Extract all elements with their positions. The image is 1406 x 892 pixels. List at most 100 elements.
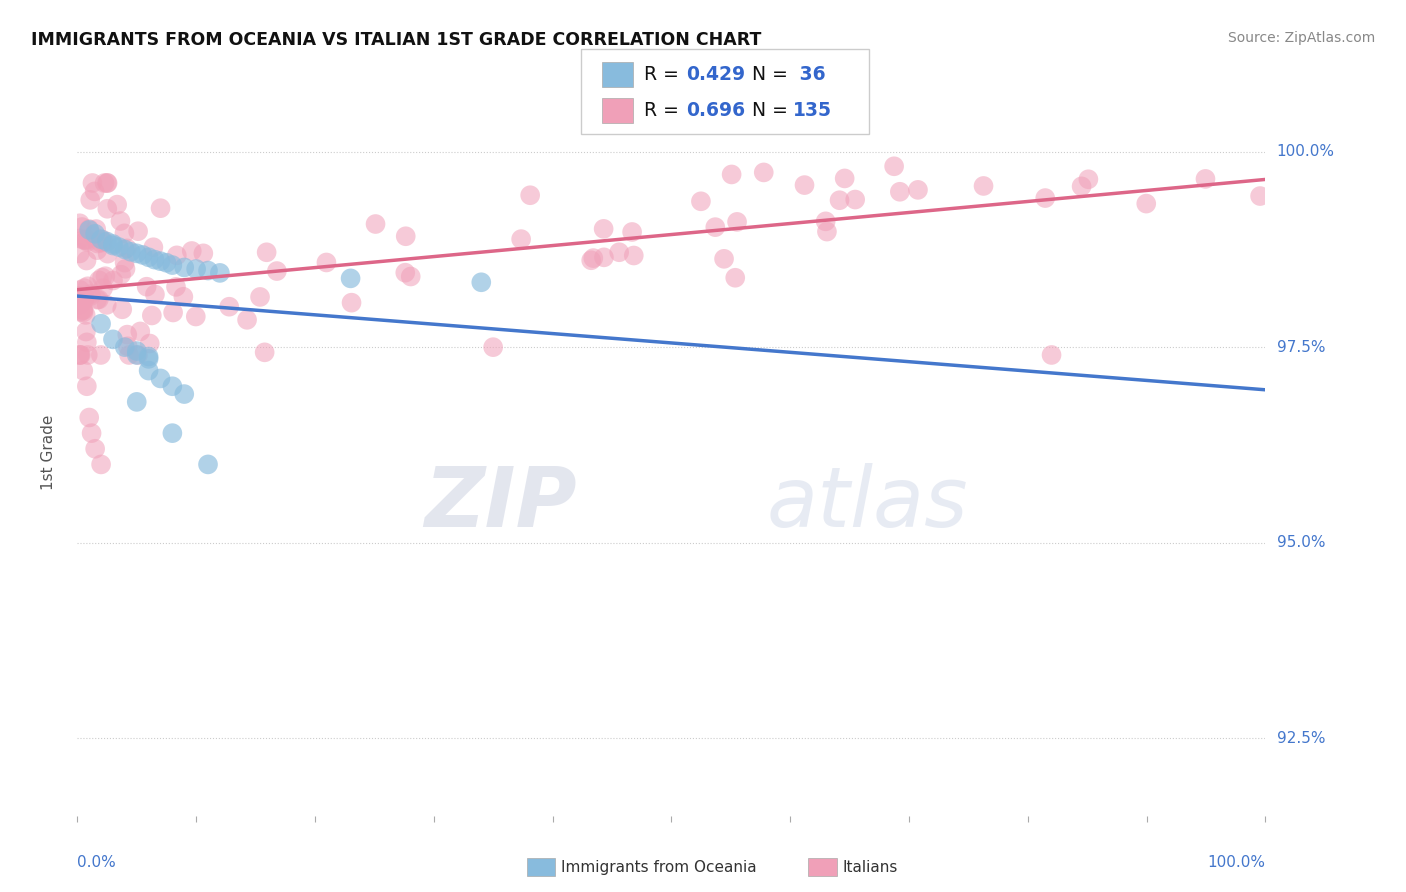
- Point: [96, 298, 118, 312]
- Point: [114, 340, 136, 354]
- Point: [105, 197, 128, 211]
- Point: [90, 232, 112, 246]
- Text: 135: 135: [793, 101, 832, 120]
- Point: [165, 280, 187, 294]
- Point: [84, 222, 107, 236]
- Text: Italians: Italians: [842, 860, 897, 874]
- Text: 95.0%: 95.0%: [1277, 535, 1324, 550]
- Point: [72, 290, 94, 304]
- Point: [340, 295, 363, 310]
- Point: [69, 216, 91, 230]
- Point: [173, 387, 195, 401]
- Point: [162, 258, 184, 272]
- Text: N =: N =: [740, 65, 793, 84]
- Point: [82, 228, 104, 243]
- Point: [138, 336, 160, 351]
- Point: [75, 308, 97, 322]
- Point: [173, 260, 195, 275]
- Point: [111, 302, 134, 317]
- Point: [120, 244, 142, 259]
- Point: [76, 253, 98, 268]
- Point: [593, 250, 616, 264]
- Point: [90, 458, 112, 472]
- Point: [162, 379, 184, 393]
- Point: [72, 305, 94, 319]
- Point: [127, 348, 149, 362]
- Point: [84, 227, 107, 241]
- Point: [510, 232, 533, 246]
- Point: [125, 395, 148, 409]
- Point: [69, 348, 91, 362]
- Point: [114, 243, 136, 257]
- Point: [77, 222, 100, 236]
- Point: [96, 202, 118, 216]
- Point: [720, 168, 742, 182]
- Point: [86, 236, 108, 251]
- Point: [143, 252, 166, 267]
- Point: [69, 348, 91, 362]
- Text: Immigrants from Oceania: Immigrants from Oceania: [561, 860, 756, 874]
- Point: [315, 255, 337, 269]
- Point: [76, 379, 98, 393]
- Point: [149, 201, 172, 215]
- Point: [101, 237, 124, 252]
- Point: [1070, 179, 1092, 194]
- Point: [814, 214, 837, 228]
- Point: [1033, 191, 1056, 205]
- Point: [94, 269, 117, 284]
- Point: [69, 298, 91, 312]
- Point: [93, 235, 115, 249]
- Point: [519, 188, 541, 202]
- Point: [91, 270, 114, 285]
- Point: [110, 268, 132, 282]
- Text: Source: ZipAtlas.com: Source: ZipAtlas.com: [1227, 31, 1375, 45]
- Point: [70, 220, 93, 235]
- Point: [115, 241, 138, 255]
- Point: [815, 225, 838, 239]
- Point: [166, 248, 188, 262]
- Text: atlas: atlas: [766, 463, 969, 544]
- Point: [110, 214, 132, 228]
- Text: ZIP: ZIP: [423, 463, 576, 544]
- Point: [793, 178, 815, 193]
- Point: [73, 290, 96, 304]
- Point: [1194, 172, 1216, 186]
- Point: [621, 225, 644, 239]
- Point: [77, 410, 100, 425]
- Point: [180, 244, 202, 258]
- Text: 100.0%: 100.0%: [1208, 855, 1265, 870]
- Point: [90, 348, 112, 362]
- Point: [834, 171, 856, 186]
- Point: [129, 325, 152, 339]
- Point: [725, 215, 748, 229]
- Point: [208, 266, 231, 280]
- Point: [82, 176, 104, 190]
- Point: [72, 363, 94, 377]
- Point: [138, 351, 160, 366]
- Point: [162, 426, 184, 441]
- Point: [364, 217, 387, 231]
- Point: [138, 350, 160, 364]
- Point: [155, 256, 177, 270]
- Point: [138, 363, 160, 377]
- Point: [73, 281, 96, 295]
- Point: [256, 245, 278, 260]
- Point: [193, 246, 215, 260]
- Point: [592, 222, 614, 236]
- Point: [172, 290, 194, 304]
- Point: [76, 335, 98, 350]
- Point: [907, 183, 929, 197]
- Text: 92.5%: 92.5%: [1277, 731, 1324, 746]
- Point: [84, 442, 107, 456]
- Point: [883, 159, 905, 173]
- Point: [117, 327, 139, 342]
- Point: [117, 339, 139, 353]
- Point: [218, 300, 240, 314]
- Point: [236, 313, 259, 327]
- Point: [93, 176, 115, 190]
- Text: 36: 36: [793, 65, 825, 84]
- Point: [973, 178, 995, 193]
- Point: [80, 426, 103, 441]
- Point: [76, 235, 98, 249]
- Point: [114, 255, 136, 269]
